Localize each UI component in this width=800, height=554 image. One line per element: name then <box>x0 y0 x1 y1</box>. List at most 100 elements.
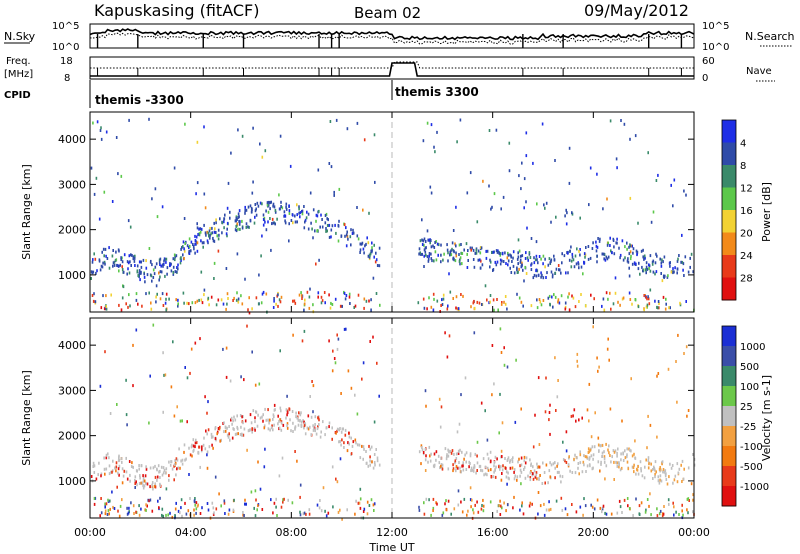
echo-cell <box>499 392 501 396</box>
echo-cell <box>662 275 665 279</box>
echo-cell <box>576 364 579 368</box>
echo-cell <box>363 138 366 142</box>
echo-cell <box>657 475 660 479</box>
echo-cell <box>428 252 431 255</box>
echo-cell <box>101 265 104 269</box>
echo-cell <box>300 420 303 424</box>
echo-cell <box>663 255 666 259</box>
echo-cell <box>121 268 124 271</box>
echo-cell <box>182 291 185 295</box>
echo-cell <box>654 460 657 464</box>
echo-cell <box>612 302 615 306</box>
echo-cell <box>310 433 312 437</box>
echo-cell <box>346 127 349 131</box>
echo-cell <box>357 501 360 505</box>
echo-cell <box>551 275 554 279</box>
echo-cell <box>423 501 425 505</box>
echo-cell <box>270 426 273 430</box>
echo-cell <box>641 265 643 269</box>
echo-cell <box>486 298 488 302</box>
echo-cell <box>596 172 598 176</box>
echo-cell <box>154 187 157 191</box>
echo-cell <box>614 449 617 453</box>
echo-cell <box>629 243 631 247</box>
echo-cell <box>435 450 438 454</box>
echo-cell <box>432 308 435 312</box>
echo-cell <box>603 308 606 312</box>
echo-cell <box>136 469 138 473</box>
echo-cell <box>229 379 232 383</box>
echo-cell <box>200 239 202 243</box>
echo-cell <box>92 121 94 125</box>
echo-cell <box>537 376 540 380</box>
echo-cell <box>120 174 123 178</box>
colorbar-tick-label: 20 <box>740 229 753 240</box>
echo-cell <box>613 460 615 464</box>
echo-cell <box>418 252 420 256</box>
echo-cell <box>369 455 371 459</box>
echo-cell <box>200 227 203 231</box>
echo-cell <box>579 505 582 509</box>
echo-cell <box>467 249 469 252</box>
echo-cell <box>245 222 248 226</box>
echo-cell <box>169 511 171 515</box>
echo-cell <box>442 258 444 262</box>
echo-cell <box>668 475 670 479</box>
echo-cell <box>514 474 516 478</box>
echo-cell <box>533 261 536 265</box>
echo-cell <box>366 236 368 240</box>
echo-cell <box>378 264 381 268</box>
echo-cell <box>196 226 199 230</box>
echo-cell <box>557 379 559 382</box>
echo-cell <box>307 427 310 431</box>
echo-cell <box>169 262 171 266</box>
echo-cell <box>298 207 300 211</box>
echo-cell <box>509 460 511 464</box>
colorbar-tick-label: 500 <box>740 362 759 373</box>
echo-cell <box>300 411 302 415</box>
echo-cell <box>425 253 427 257</box>
echo-cell <box>536 258 538 262</box>
echo-cell <box>99 514 101 518</box>
echo-cell <box>503 300 505 304</box>
echo-cell <box>626 497 629 500</box>
echo-cell <box>440 253 442 257</box>
echo-cell <box>100 306 103 310</box>
echo-cell <box>593 297 595 301</box>
echo-cell <box>437 243 440 247</box>
echo-cell <box>315 219 317 223</box>
echo-cell <box>140 507 142 511</box>
echo-cell <box>548 508 550 512</box>
echo-cell <box>177 267 179 271</box>
echo-cell <box>244 502 246 506</box>
echo-cell <box>226 433 229 437</box>
echo-cell <box>159 275 161 279</box>
echo-cell <box>190 347 193 351</box>
echo-cell <box>626 455 628 459</box>
echo-cell <box>687 466 690 470</box>
echo-cell <box>213 230 216 234</box>
echo-cell <box>533 256 535 260</box>
echo-cell <box>559 474 561 478</box>
echo-cell <box>243 378 245 382</box>
echo-cell <box>496 250 499 254</box>
echo-cell <box>646 267 649 271</box>
echo-cell <box>520 456 523 460</box>
echo-cell <box>480 507 483 511</box>
echo-cell <box>494 468 496 472</box>
echo-cell <box>670 183 672 187</box>
echo-cell <box>641 474 644 478</box>
echo-cell <box>97 473 99 477</box>
echo-cell <box>339 508 341 512</box>
echo-cell <box>467 509 469 513</box>
echo-cell <box>104 262 106 266</box>
echo-cell <box>348 435 351 439</box>
echo-cell <box>517 460 519 464</box>
echo-cell <box>507 259 510 263</box>
echo-cell <box>114 466 116 470</box>
echo-cell <box>578 418 580 422</box>
echo-cell <box>235 224 237 228</box>
echo-cell <box>645 271 647 275</box>
echo-cell <box>452 463 454 467</box>
echo-cell <box>284 214 286 218</box>
